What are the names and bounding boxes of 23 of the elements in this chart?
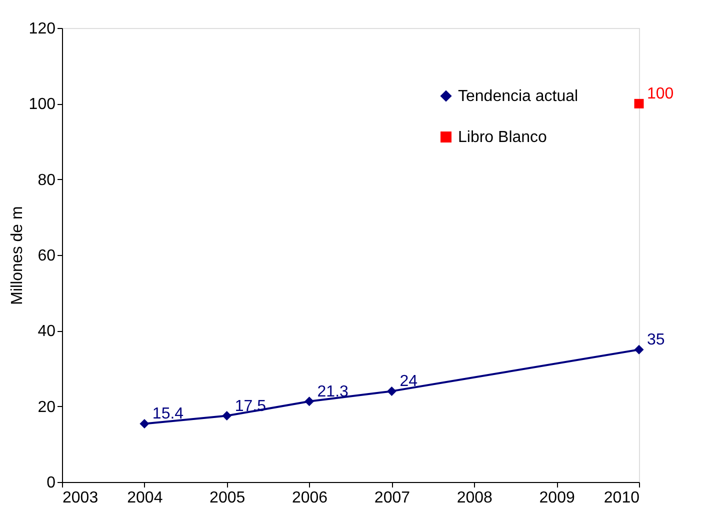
y-axis-title: Millones de m: [8, 206, 26, 305]
data-label: 24: [400, 373, 418, 390]
y-tick-label: 60: [38, 248, 56, 264]
x-tick-label: 2006: [292, 490, 328, 506]
x-tick-label: 2008: [456, 490, 493, 506]
data-label: 35: [647, 332, 665, 349]
data-label: 15.4: [152, 406, 184, 423]
y-tick-label: 0: [46, 474, 56, 492]
legend-label: Tendencia actual: [458, 88, 578, 105]
x-tick-label: 2009: [539, 490, 575, 506]
data-label: 21.3: [317, 383, 349, 400]
legend-label: Libro Blanco: [458, 129, 548, 146]
y-tick-label: 40: [38, 323, 56, 340]
x-tick-label: 2007: [374, 490, 410, 506]
x-tick-label: 2003: [62, 490, 98, 506]
y-tick-label: 20: [38, 398, 56, 416]
x-tick-label: 2004: [127, 490, 163, 506]
y-tick-label: 100: [28, 96, 56, 114]
y-tick-label: 120: [28, 20, 56, 38]
x-tick-label: 2010: [604, 490, 640, 506]
x-tick-label: 2005: [210, 490, 246, 506]
data-label: 100: [647, 86, 674, 103]
y-tick-label: 80: [38, 172, 56, 189]
